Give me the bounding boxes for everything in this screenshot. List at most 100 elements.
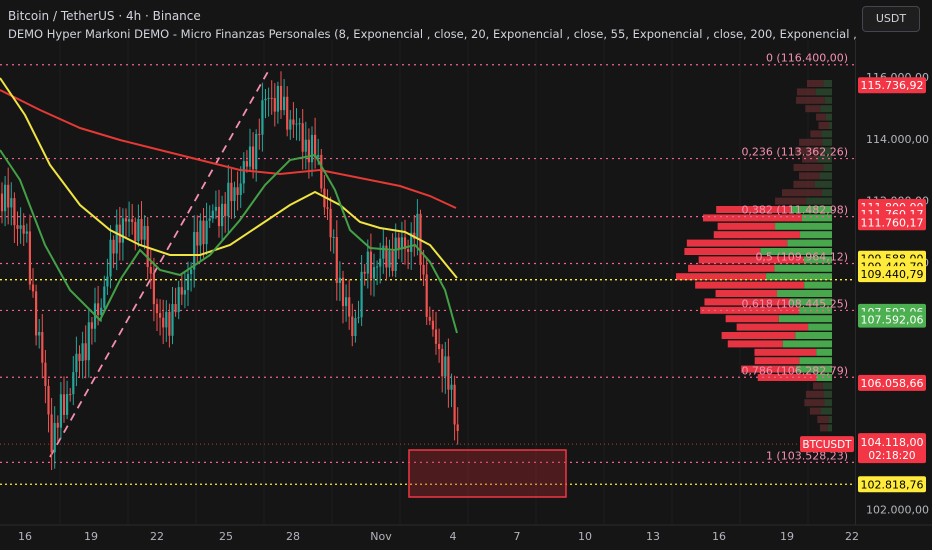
x-axis-label: 7 <box>514 530 521 543</box>
candle-body <box>22 225 25 234</box>
candle-body <box>379 258 382 267</box>
candle-body <box>264 98 267 101</box>
candle-body <box>307 139 310 163</box>
candle-body <box>59 394 62 428</box>
volume-profile-bar-buy <box>766 273 832 281</box>
price-tag-label: 107.592,06 <box>861 314 924 327</box>
price-tag-label: 106.058,66 <box>861 377 924 390</box>
candle-body <box>211 210 214 219</box>
volume-profile-bar-buy <box>777 290 832 297</box>
candle-body <box>62 394 66 415</box>
volume-profile-bar-buy <box>775 222 832 230</box>
candle-body <box>25 231 28 234</box>
candle-body <box>332 237 335 239</box>
volume-profile-bar-sell <box>781 189 822 197</box>
candle-body <box>258 133 261 135</box>
fib-level-label: 0,5 (109.964,12) <box>755 251 848 264</box>
volume-profile-bar-buy <box>819 172 832 180</box>
volume-profile-bar-sell <box>686 239 788 247</box>
candle-body <box>438 343 441 349</box>
candle-body <box>425 274 428 317</box>
price-tag <box>858 77 926 94</box>
candle-body <box>434 329 438 344</box>
candle-body <box>388 251 391 268</box>
candle-body <box>407 249 410 252</box>
candle-body <box>4 184 7 212</box>
candle-body <box>357 317 360 319</box>
candle-body <box>35 291 38 336</box>
volume-profile-bar-buy <box>822 382 832 390</box>
volume-profile-bar-buy <box>808 323 832 331</box>
volume-profile-bar-buy <box>803 256 832 264</box>
currency-button[interactable]: USDT <box>862 6 920 32</box>
volume-profile-bar-sell <box>741 365 796 373</box>
candle-body <box>283 96 286 111</box>
volume-profile-bar-sell <box>799 138 823 146</box>
candle-body <box>162 317 165 328</box>
candle-body <box>109 239 112 277</box>
volume-profile-bar-sell <box>795 147 822 155</box>
candle-body <box>261 100 264 135</box>
fib-level-label: 0,382 (111.482,98) <box>741 204 848 217</box>
ema-20-line <box>0 149 458 334</box>
volume-profile-bar-buy <box>815 88 832 96</box>
volume-profile-bar-sell <box>802 155 818 163</box>
candle-body <box>230 182 233 202</box>
symbol-badge-label: BTCUSDT <box>802 439 852 451</box>
candle-body <box>134 222 137 242</box>
candle-body <box>348 297 351 317</box>
volume-profile-bar-sell <box>754 348 817 356</box>
volume-profile-bar-sell <box>793 180 815 188</box>
candle-body <box>314 134 317 158</box>
candle-body <box>152 273 155 305</box>
candle-body <box>403 237 407 250</box>
candle-body <box>397 237 400 250</box>
candle-body <box>391 251 394 271</box>
candle-body <box>317 154 320 158</box>
volume-profile-bar-sell <box>809 407 821 415</box>
volume-profile-bar-sell <box>725 315 779 323</box>
volume-profile-bar-buy <box>787 239 832 247</box>
volume-profile-bar-sell <box>695 281 805 289</box>
volume-profile-bar-sell <box>804 399 825 407</box>
candle-body <box>41 332 44 363</box>
candle-body <box>214 206 217 211</box>
candle-body <box>121 218 124 243</box>
candle-body <box>72 372 75 395</box>
volume-profile-bar-buy <box>795 365 832 373</box>
candle-body <box>441 348 444 377</box>
volume-profile-bar-sell <box>798 172 820 180</box>
candle-body <box>385 245 388 268</box>
volume-profile-bar-sell <box>717 222 776 230</box>
volume-profile-bar-sell <box>817 416 829 423</box>
volume-profile-bar-buy <box>823 390 832 398</box>
candle-body <box>394 237 397 271</box>
candle-body <box>252 146 255 170</box>
volume-profile-bar-buy <box>806 197 832 205</box>
candle-body <box>38 332 41 336</box>
candle-body <box>90 322 93 329</box>
candle-body <box>87 322 90 361</box>
candle-body <box>143 226 146 240</box>
price-tag <box>858 214 926 231</box>
volume-profile-bar-sell <box>715 290 778 297</box>
candle-body <box>227 182 230 217</box>
candle-body <box>453 384 456 425</box>
candle-body <box>84 343 87 361</box>
candle-body <box>171 304 174 336</box>
volume-profile-bar-sell <box>688 264 775 272</box>
candle-body <box>245 161 248 167</box>
candle-body <box>186 274 190 291</box>
candle-body <box>118 224 121 243</box>
candle-body <box>168 311 171 336</box>
ema-200-line <box>0 89 457 209</box>
candle-body <box>444 356 447 377</box>
candle-body <box>255 133 258 170</box>
volume-profile-bar-sell <box>775 197 807 205</box>
volume-profile-bar-sell <box>698 256 804 264</box>
volume-profile-bar-sell <box>684 248 761 255</box>
x-axis-label: 16 <box>18 530 32 543</box>
candle-body <box>326 207 329 209</box>
candle-body <box>128 219 131 222</box>
